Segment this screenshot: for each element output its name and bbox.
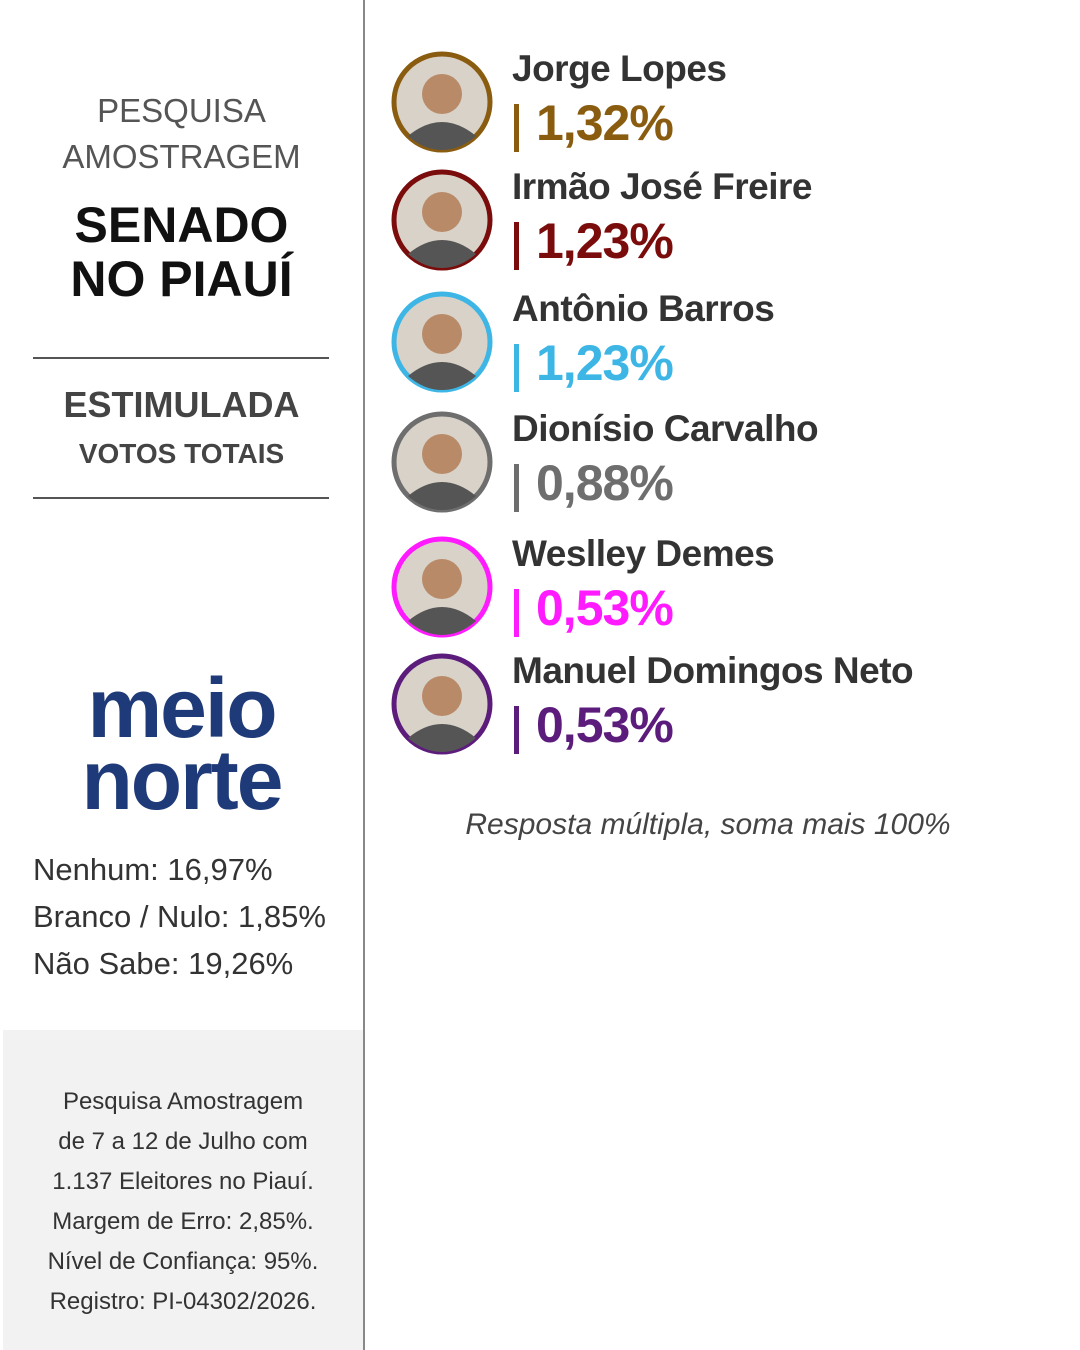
avatar-head <box>422 676 462 716</box>
candidate-name: Dionísio Carvalho <box>512 408 819 449</box>
candidate-value: 0,88% <box>514 454 674 512</box>
avatar <box>391 536 493 638</box>
value-text: 1,23% <box>536 213 674 269</box>
avatar-body <box>408 482 476 510</box>
footnote-line: Pesquisa Amostragem <box>62 1088 304 1115</box>
candidate-name: Irmão José Freire <box>512 166 812 207</box>
note: Resposta múltipla, soma mais 100% <box>465 808 951 841</box>
divider <box>363 0 365 1350</box>
value-text: 0,53% <box>536 697 674 753</box>
footnote-line: Margem de Erro: 2,85%. <box>52 1208 314 1235</box>
value-text: 1,32% <box>536 95 674 151</box>
footnote-box: Pesquisa Amostragem de 7 a 12 de Julho co… <box>3 1030 363 1350</box>
avatar-body <box>408 724 476 752</box>
header-line: AMOSTRAGEM <box>62 138 301 175</box>
value-bar <box>514 344 519 392</box>
avatar-head <box>422 434 462 474</box>
candidate-value: 1,32% <box>514 94 674 152</box>
avatar-head <box>422 74 462 114</box>
avatar <box>391 51 493 153</box>
avatar <box>391 169 493 271</box>
other-result: Branco / Nulo: 1,85% <box>33 899 326 934</box>
value-bar <box>514 589 519 637</box>
title: SENADO <box>74 197 289 253</box>
candidate-name: Antônio Barros <box>512 288 775 329</box>
avatar-head <box>422 314 462 354</box>
avatar-body <box>408 122 476 150</box>
candidate-name: Manuel Domingos Neto <box>512 650 914 691</box>
avatar-head <box>422 559 462 599</box>
footnote: Pesquisa Amostragem de 7 a 12 de Julho co… <box>3 1030 363 1322</box>
value-bar <box>514 104 519 152</box>
candidate-name: Weslley Demes <box>512 533 775 574</box>
logo: meio <box>87 661 277 755</box>
avatar-head <box>422 192 462 232</box>
avatar <box>391 291 493 393</box>
value-text: 1,23% <box>536 335 674 391</box>
logo: norte <box>81 733 284 827</box>
footnote-line: Registro: PI-04302/2026. <box>49 1288 317 1315</box>
header-line: PESQUISA <box>97 92 266 129</box>
value-bar <box>514 706 519 754</box>
section-title: ESTIMULADA <box>63 384 300 425</box>
value-bar <box>514 222 519 270</box>
candidate-value: 0,53% <box>514 579 674 637</box>
section-subtitle: VOTOS TOTAIS <box>78 438 285 469</box>
other-result: Não Sabe: 19,26% <box>33 946 294 981</box>
candidate-name: Jorge Lopes <box>512 48 727 89</box>
candidate-value: 1,23% <box>514 334 674 392</box>
value-text: 0,53% <box>536 580 674 636</box>
footnote-line: 1.137 Eleitores no Piauí. <box>52 1168 314 1195</box>
value-bar <box>514 464 519 512</box>
candidate-value: 0,53% <box>514 696 674 754</box>
footnote-line: Nível de Confiança: 95%. <box>47 1248 319 1275</box>
footnote-line: de 7 a 12 de Julho com <box>58 1128 308 1155</box>
candidate-value: 1,23% <box>514 212 674 270</box>
title: NO PIAUÍ <box>70 251 293 307</box>
avatar <box>391 411 493 513</box>
avatar-body <box>408 240 476 268</box>
other-result: Nenhum: 16,97% <box>33 852 273 887</box>
rule <box>33 357 329 359</box>
value-text: 0,88% <box>536 455 674 511</box>
avatar <box>391 653 493 755</box>
rule <box>33 497 329 499</box>
avatar-body <box>408 607 476 635</box>
avatar-body <box>408 362 476 390</box>
